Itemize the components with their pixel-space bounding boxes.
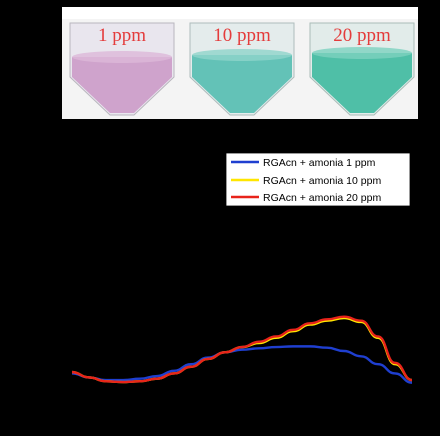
vial-label-2: 10 ppm [213, 25, 271, 46]
vial-label-3: 20 ppm [333, 25, 391, 46]
vial-photo: 1 ppm 10 ppm 20 ppm [62, 7, 418, 119]
vial-3: 20 ppm [309, 22, 415, 116]
legend: RGAcn + amonia 1 ppm RGAcn + amonia 10 p… [225, 152, 411, 207]
vial-1: 1 ppm [69, 22, 175, 116]
legend-label-20ppm: RGAcn + amonia 20 ppm [263, 192, 381, 204]
series-line-1 [71, 345, 413, 384]
series-layer [71, 315, 413, 384]
legend-label-1ppm: RGAcn + amonia 1 ppm [263, 157, 376, 169]
series-line-3 [71, 315, 413, 384]
vial-label-1: 1 ppm [98, 25, 146, 46]
legend-label-10ppm: RGAcn + amonia 10 ppm [263, 175, 381, 187]
photo-highlight [62, 7, 418, 19]
vial-2: 10 ppm [189, 22, 295, 116]
